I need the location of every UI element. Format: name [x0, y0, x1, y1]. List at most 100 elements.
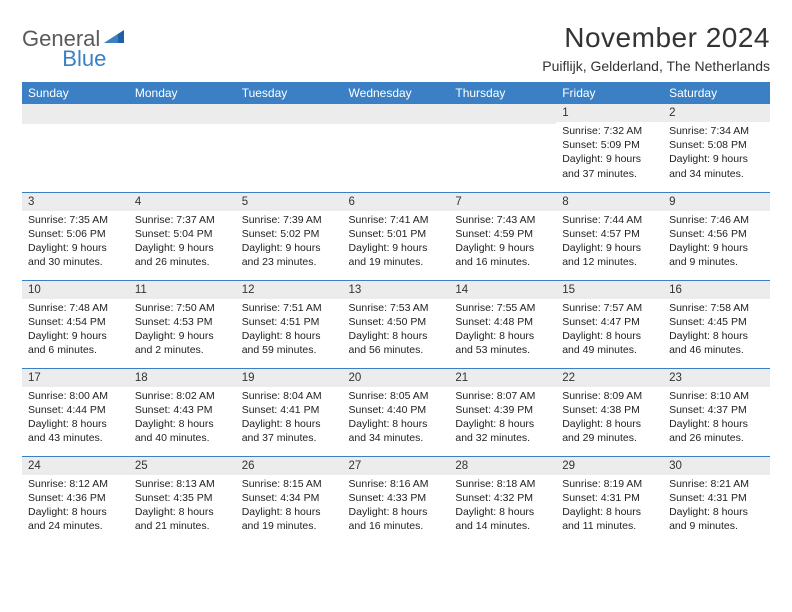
empty-day	[236, 104, 343, 124]
logo: General Blue	[22, 22, 170, 52]
sunset-text: Sunset: 4:53 PM	[135, 315, 230, 329]
daylight-text-1: Daylight: 9 hours	[562, 152, 657, 166]
daylight-text-2: and 46 minutes.	[669, 343, 764, 357]
calendar-cell: 16Sunrise: 7:58 AMSunset: 4:45 PMDayligh…	[663, 280, 770, 368]
day-details: Sunrise: 7:51 AMSunset: 4:51 PMDaylight:…	[236, 299, 343, 362]
daylight-text-1: Daylight: 8 hours	[28, 417, 123, 431]
sunrise-text: Sunrise: 7:48 AM	[28, 301, 123, 315]
day-number: 4	[129, 193, 236, 211]
sunset-text: Sunset: 5:02 PM	[242, 227, 337, 241]
day-details: Sunrise: 8:19 AMSunset: 4:31 PMDaylight:…	[556, 475, 663, 538]
calendar-cell: 17Sunrise: 8:00 AMSunset: 4:44 PMDayligh…	[22, 368, 129, 456]
calendar-cell	[449, 104, 556, 192]
day-details: Sunrise: 7:41 AMSunset: 5:01 PMDaylight:…	[343, 211, 450, 274]
sunrise-text: Sunrise: 8:12 AM	[28, 477, 123, 491]
sunset-text: Sunset: 4:45 PM	[669, 315, 764, 329]
empty-day	[22, 104, 129, 124]
title-block: November 2024 Puiflijk, Gelderland, The …	[542, 22, 770, 74]
day-number: 12	[236, 281, 343, 299]
daylight-text-1: Daylight: 8 hours	[455, 417, 550, 431]
calendar-cell: 18Sunrise: 8:02 AMSunset: 4:43 PMDayligh…	[129, 368, 236, 456]
sunset-text: Sunset: 4:40 PM	[349, 403, 444, 417]
sunrise-text: Sunrise: 8:02 AM	[135, 389, 230, 403]
day-number: 3	[22, 193, 129, 211]
daylight-text-1: Daylight: 9 hours	[562, 241, 657, 255]
day-header: Wednesday	[343, 82, 450, 104]
sunrise-text: Sunrise: 8:00 AM	[28, 389, 123, 403]
calendar-cell: 23Sunrise: 8:10 AMSunset: 4:37 PMDayligh…	[663, 368, 770, 456]
day-number: 23	[663, 369, 770, 387]
daylight-text-2: and 30 minutes.	[28, 255, 123, 269]
calendar-cell: 8Sunrise: 7:44 AMSunset: 4:57 PMDaylight…	[556, 192, 663, 280]
sunset-text: Sunset: 4:32 PM	[455, 491, 550, 505]
day-number: 28	[449, 457, 556, 475]
sunset-text: Sunset: 5:01 PM	[349, 227, 444, 241]
calendar-head: SundayMondayTuesdayWednesdayThursdayFrid…	[22, 82, 770, 104]
empty-day	[129, 104, 236, 124]
sunrise-text: Sunrise: 8:19 AM	[562, 477, 657, 491]
daylight-text-2: and 16 minutes.	[349, 519, 444, 533]
sunrise-text: Sunrise: 8:18 AM	[455, 477, 550, 491]
calendar-cell: 28Sunrise: 8:18 AMSunset: 4:32 PMDayligh…	[449, 456, 556, 544]
day-number: 8	[556, 193, 663, 211]
logo-text-blue: Blue	[62, 46, 106, 72]
daylight-text-2: and 16 minutes.	[455, 255, 550, 269]
daylight-text-1: Daylight: 9 hours	[28, 329, 123, 343]
calendar-cell: 24Sunrise: 8:12 AMSunset: 4:36 PMDayligh…	[22, 456, 129, 544]
day-details: Sunrise: 8:00 AMSunset: 4:44 PMDaylight:…	[22, 387, 129, 450]
day-details: Sunrise: 8:12 AMSunset: 4:36 PMDaylight:…	[22, 475, 129, 538]
day-number: 1	[556, 104, 663, 122]
day-details: Sunrise: 8:05 AMSunset: 4:40 PMDaylight:…	[343, 387, 450, 450]
calendar-cell: 20Sunrise: 8:05 AMSunset: 4:40 PMDayligh…	[343, 368, 450, 456]
daylight-text-2: and 6 minutes.	[28, 343, 123, 357]
day-details: Sunrise: 7:55 AMSunset: 4:48 PMDaylight:…	[449, 299, 556, 362]
day-details: Sunrise: 8:02 AMSunset: 4:43 PMDaylight:…	[129, 387, 236, 450]
calendar-cell: 14Sunrise: 7:55 AMSunset: 4:48 PMDayligh…	[449, 280, 556, 368]
calendar-cell: 26Sunrise: 8:15 AMSunset: 4:34 PMDayligh…	[236, 456, 343, 544]
day-details: Sunrise: 8:09 AMSunset: 4:38 PMDaylight:…	[556, 387, 663, 450]
sunset-text: Sunset: 4:37 PM	[669, 403, 764, 417]
day-number: 24	[22, 457, 129, 475]
sunrise-text: Sunrise: 7:51 AM	[242, 301, 337, 315]
daylight-text-2: and 12 minutes.	[562, 255, 657, 269]
calendar-cell: 27Sunrise: 8:16 AMSunset: 4:33 PMDayligh…	[343, 456, 450, 544]
calendar-page: General Blue November 2024 Puiflijk, Gel…	[0, 0, 792, 544]
daylight-text-2: and 24 minutes.	[28, 519, 123, 533]
sunrise-text: Sunrise: 7:53 AM	[349, 301, 444, 315]
day-number: 6	[343, 193, 450, 211]
daylight-text-2: and 21 minutes.	[135, 519, 230, 533]
sunrise-text: Sunrise: 8:21 AM	[669, 477, 764, 491]
daylight-text-1: Daylight: 8 hours	[242, 505, 337, 519]
sunset-text: Sunset: 4:33 PM	[349, 491, 444, 505]
day-number: 14	[449, 281, 556, 299]
calendar-cell: 13Sunrise: 7:53 AMSunset: 4:50 PMDayligh…	[343, 280, 450, 368]
calendar-cell: 2Sunrise: 7:34 AMSunset: 5:08 PMDaylight…	[663, 104, 770, 192]
daylight-text-2: and 40 minutes.	[135, 431, 230, 445]
day-number: 25	[129, 457, 236, 475]
sunset-text: Sunset: 4:38 PM	[562, 403, 657, 417]
sunset-text: Sunset: 5:08 PM	[669, 138, 764, 152]
day-details: Sunrise: 8:18 AMSunset: 4:32 PMDaylight:…	[449, 475, 556, 538]
sunrise-text: Sunrise: 8:10 AM	[669, 389, 764, 403]
daylight-text-1: Daylight: 8 hours	[669, 329, 764, 343]
calendar-cell	[22, 104, 129, 192]
daylight-text-1: Daylight: 9 hours	[135, 329, 230, 343]
day-details: Sunrise: 8:16 AMSunset: 4:33 PMDaylight:…	[343, 475, 450, 538]
daylight-text-2: and 29 minutes.	[562, 431, 657, 445]
day-number: 30	[663, 457, 770, 475]
day-number: 5	[236, 193, 343, 211]
calendar-cell: 10Sunrise: 7:48 AMSunset: 4:54 PMDayligh…	[22, 280, 129, 368]
daylight-text-2: and 9 minutes.	[669, 255, 764, 269]
day-details: Sunrise: 7:50 AMSunset: 4:53 PMDaylight:…	[129, 299, 236, 362]
sunset-text: Sunset: 5:09 PM	[562, 138, 657, 152]
day-number: 29	[556, 457, 663, 475]
empty-day	[449, 104, 556, 124]
header-row: General Blue November 2024 Puiflijk, Gel…	[22, 22, 770, 74]
sunset-text: Sunset: 4:44 PM	[28, 403, 123, 417]
calendar-table: SundayMondayTuesdayWednesdayThursdayFrid…	[22, 82, 770, 544]
day-number: 22	[556, 369, 663, 387]
calendar-cell: 3Sunrise: 7:35 AMSunset: 5:06 PMDaylight…	[22, 192, 129, 280]
page-subtitle: Puiflijk, Gelderland, The Netherlands	[542, 58, 770, 74]
daylight-text-2: and 2 minutes.	[135, 343, 230, 357]
day-details: Sunrise: 7:37 AMSunset: 5:04 PMDaylight:…	[129, 211, 236, 274]
